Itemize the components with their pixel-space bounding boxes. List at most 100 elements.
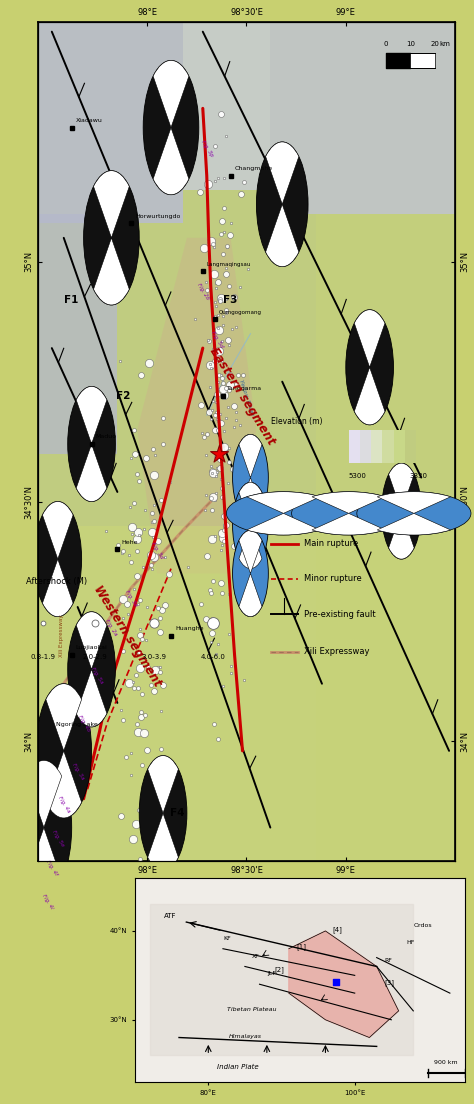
Point — [145, 658, 152, 676]
Point — [156, 658, 164, 676]
Text: Minor rupture: Minor rupture — [304, 574, 362, 583]
Point — [227, 376, 234, 394]
Point — [209, 501, 216, 519]
Point — [208, 530, 216, 548]
Point — [155, 599, 162, 617]
Text: Western segment: Western segment — [91, 583, 164, 689]
Point — [203, 425, 210, 443]
Point — [142, 449, 149, 467]
Polygon shape — [289, 931, 399, 1038]
Point — [129, 673, 137, 691]
Point — [213, 410, 220, 427]
Text: Main shock: Main shock — [304, 505, 351, 513]
Text: Main rupture: Main rupture — [304, 539, 358, 549]
Point — [147, 757, 155, 775]
Point — [209, 488, 217, 506]
Point — [216, 450, 223, 468]
Point — [208, 401, 216, 418]
Point — [222, 304, 230, 321]
Circle shape — [16, 761, 72, 894]
Wedge shape — [312, 491, 385, 513]
Point — [162, 549, 169, 566]
Point — [226, 277, 233, 295]
Point — [150, 528, 157, 545]
Polygon shape — [137, 237, 256, 573]
Point — [218, 332, 226, 350]
Point — [136, 591, 144, 608]
Point — [143, 631, 150, 649]
Text: 900 km: 900 km — [434, 1060, 458, 1065]
Point — [211, 294, 219, 311]
Text: Ordos: Ordos — [413, 923, 432, 927]
Point — [211, 172, 219, 190]
Point — [148, 560, 156, 577]
Point — [138, 756, 146, 774]
Point — [207, 584, 214, 602]
Bar — [360, 431, 371, 463]
Point — [157, 740, 165, 757]
Point — [217, 367, 224, 384]
Text: HF: HF — [406, 941, 414, 945]
Point — [130, 495, 138, 512]
Point — [149, 614, 156, 631]
Text: [4]: [4] — [333, 926, 343, 933]
Point — [212, 279, 220, 297]
Point — [127, 553, 135, 571]
Point — [129, 830, 137, 848]
Point — [217, 541, 224, 559]
Point — [206, 355, 213, 373]
Point — [134, 714, 141, 732]
Point — [119, 591, 127, 608]
Circle shape — [36, 683, 91, 818]
Wedge shape — [148, 814, 178, 871]
Wedge shape — [93, 237, 129, 305]
Point — [217, 225, 225, 243]
Text: Ngoring Lake: Ngoring Lake — [56, 722, 98, 726]
Point — [211, 307, 219, 325]
Point — [226, 439, 233, 457]
Point — [185, 559, 192, 576]
Text: F2: F2 — [116, 391, 130, 401]
Point — [118, 544, 126, 562]
Text: Fig. 4a: Fig. 4a — [57, 796, 71, 814]
Point — [222, 439, 229, 457]
Point — [128, 526, 136, 543]
Point — [207, 359, 215, 376]
Point — [123, 749, 130, 766]
Point — [156, 623, 164, 640]
Point — [220, 517, 228, 534]
Point — [127, 449, 135, 467]
Point — [154, 659, 162, 677]
Point — [225, 625, 233, 643]
Point — [124, 905, 131, 923]
Point — [129, 635, 137, 652]
Point — [209, 463, 216, 480]
Text: Horwurtungdo: Horwurtungdo — [135, 214, 181, 219]
Point — [222, 259, 229, 277]
Point — [128, 518, 136, 535]
Bar — [349, 431, 360, 463]
Polygon shape — [316, 214, 455, 861]
Point — [232, 404, 240, 422]
Point — [156, 664, 164, 681]
Wedge shape — [354, 310, 385, 368]
Point — [141, 501, 148, 519]
Point — [230, 538, 237, 555]
Text: Xiadawu: Xiadawu — [76, 118, 102, 123]
Point — [239, 367, 247, 384]
Wedge shape — [43, 501, 73, 559]
Text: 10: 10 — [406, 41, 415, 47]
Wedge shape — [239, 434, 262, 478]
Point — [135, 643, 143, 660]
Wedge shape — [265, 142, 299, 204]
Point — [147, 782, 155, 799]
Wedge shape — [46, 751, 82, 818]
Point — [151, 497, 158, 514]
Point — [227, 365, 234, 383]
Point — [208, 611, 215, 628]
Point — [214, 422, 221, 439]
Point — [210, 238, 218, 256]
Point — [151, 512, 158, 530]
Point — [200, 428, 208, 446]
Text: 20: 20 — [431, 41, 439, 47]
